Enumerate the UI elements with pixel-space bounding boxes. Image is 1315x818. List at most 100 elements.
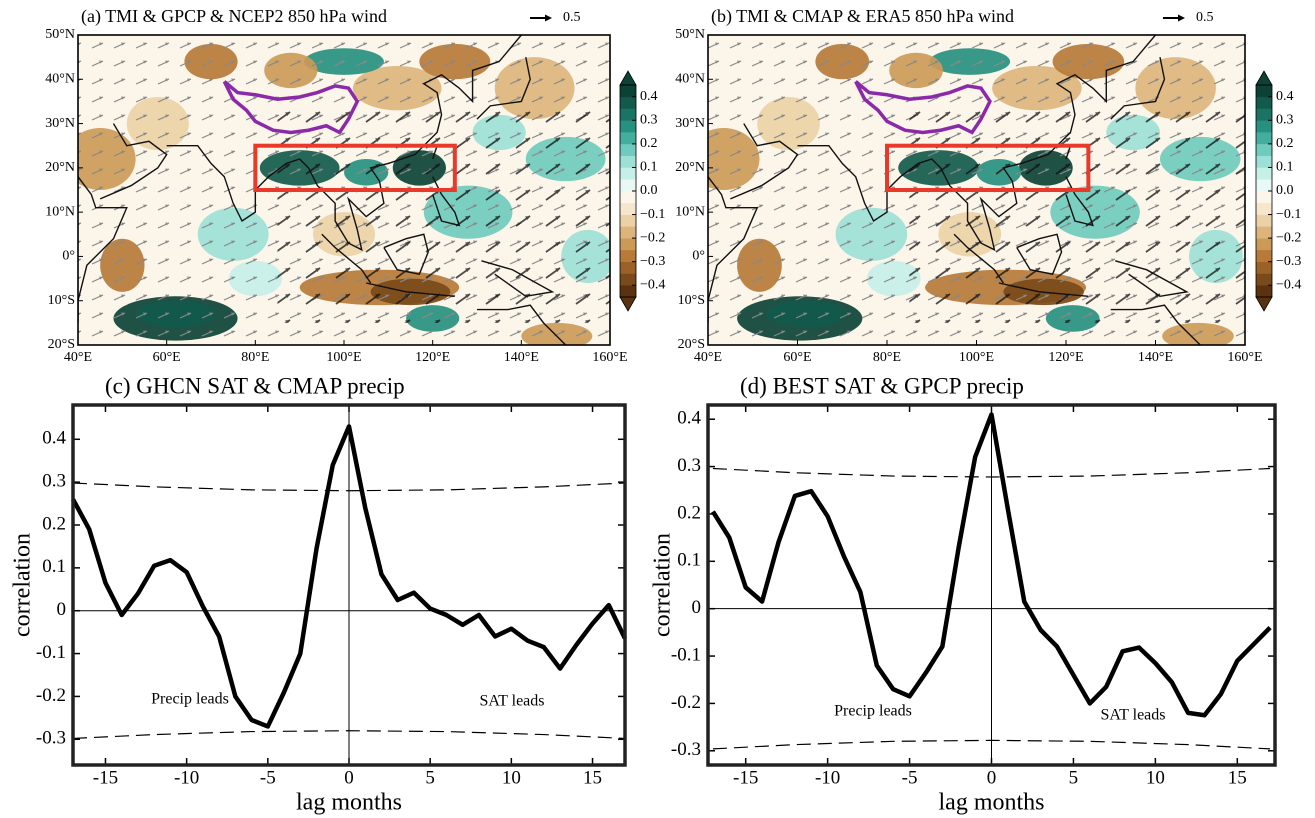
significant-wind (277, 101, 610, 323)
colorbar-band (1256, 261, 1272, 274)
wind-key-label: 0.5 (563, 10, 581, 25)
significance-upper (712, 467, 1271, 478)
colorbar-band (1256, 202, 1272, 215)
significance-lower (712, 739, 1271, 750)
colorbar-band (620, 273, 636, 286)
colorbar-label: 0.3 (640, 113, 658, 128)
y-tick-label: 0.2 (42, 513, 66, 534)
colorbar-label: 0.2 (640, 136, 658, 151)
coastline (481, 260, 555, 298)
coastline (477, 304, 567, 345)
y-tick-label: 10°N (45, 204, 75, 219)
y-tick-label: -0.3 (36, 728, 66, 749)
y-tick-label: 40°N (45, 72, 75, 87)
x-axis-label: lag months (296, 790, 402, 816)
x-tick-label: 60°E (153, 350, 181, 365)
coastline (1110, 57, 1166, 120)
wind-key-head (1178, 14, 1185, 22)
y-tick-label: 50°N (45, 27, 75, 42)
colorbar-label: −0.3 (640, 254, 665, 269)
colorbar-band (1256, 120, 1272, 133)
colorbar-label: −0.1 (1276, 207, 1301, 222)
colorbar-band (620, 108, 636, 121)
coastline (78, 175, 128, 323)
y-tick-label: 30°N (45, 116, 75, 131)
colorbar-label: 0.3 (1276, 113, 1294, 128)
colorbar-label: −0.2 (1276, 230, 1301, 245)
x-tick-label: 80°E (873, 350, 901, 365)
significant-wind (909, 101, 1245, 323)
colorbar-band (620, 155, 636, 168)
x-tick-label: 15 (583, 767, 602, 788)
coastline (1065, 145, 1072, 160)
y-tick-label: 0.2 (677, 502, 701, 523)
x-tick-label: -10 (815, 767, 840, 788)
y-tick-label: 10°S (48, 293, 75, 308)
y-tick-label: 0 (692, 597, 702, 618)
colorbar-label: −0.3 (1276, 254, 1301, 269)
y-tick-label: -0.2 (671, 692, 701, 713)
colorbar-band (620, 191, 636, 204)
colorbar-band (1256, 191, 1272, 204)
colorbar-label: −0.2 (640, 230, 665, 245)
colorbar-band (1256, 132, 1272, 145)
wind-key-label: 0.5 (1196, 10, 1214, 25)
y-tick-label: 20°S (678, 337, 705, 352)
coastline (383, 233, 429, 275)
map-title: (b) TMI & CMAP & ERA5 850 hPa wind (711, 6, 1014, 27)
y-tick-label: 0.4 (42, 428, 66, 449)
x-tick-label: -5 (902, 767, 918, 788)
x-tick-label: 5 (1069, 767, 1079, 788)
colorbar-band (620, 226, 636, 239)
y-tick-label: 0.3 (42, 471, 66, 492)
colorbar-band (620, 249, 636, 262)
y-tick-label: 40°N (675, 72, 705, 87)
coastline (998, 282, 1089, 297)
colorbar-band (1256, 143, 1272, 156)
coastline (708, 175, 759, 323)
wind-key-head (545, 14, 552, 22)
colorbar-band (1256, 214, 1272, 227)
coastline (1016, 233, 1063, 275)
colorbar-band (620, 120, 636, 133)
colorbar-band (1256, 155, 1272, 168)
y-tick-label: 0.3 (677, 455, 701, 476)
y-tick-label: 0° (62, 249, 75, 264)
annotation: SAT leads (1100, 707, 1165, 724)
annotation: Precip leads (834, 703, 912, 720)
y-tick-label: 0° (692, 249, 705, 264)
colorbar-band (620, 96, 636, 109)
y-tick-label: 0.1 (677, 550, 701, 571)
coastline (797, 35, 1157, 252)
x-tick-label: 120°E (415, 350, 450, 365)
colorbar-label: −0.4 (640, 277, 665, 292)
x-tick-label: 140°E (1138, 350, 1173, 365)
x-axis-label: lag months (939, 790, 1045, 816)
colorbar-band (1256, 285, 1272, 298)
colorbar-label: 0.1 (1276, 160, 1294, 175)
colorbar-label: 0.0 (1276, 183, 1294, 198)
colorbar-band (1256, 226, 1272, 239)
colorbar-band (620, 179, 636, 192)
x-tick-label: -15 (733, 767, 758, 788)
colorbar-band (620, 202, 636, 215)
x-tick-label: 10 (1146, 767, 1165, 788)
colorbar-band (1256, 108, 1272, 121)
x-tick-label: 60°E (783, 350, 811, 365)
colorbar-band (620, 167, 636, 180)
x-tick-label: 5 (425, 767, 435, 788)
colorbar-label: 0.4 (1276, 89, 1294, 104)
annotation: SAT leads (479, 693, 544, 710)
x-tick-label: -5 (260, 767, 276, 788)
x-tick-label: -15 (93, 767, 118, 788)
axes-frame (706, 403, 1277, 767)
annotation: Precip leads (151, 691, 229, 708)
y-tick-label: 50°N (675, 27, 705, 42)
colorbar-band (1256, 85, 1272, 98)
significance-upper (72, 482, 626, 492)
x-tick-label: 0 (987, 767, 997, 788)
colorbar-label: 0.1 (640, 160, 658, 175)
y-tick-label: 0.1 (42, 556, 66, 577)
y-axis-label: correlation (650, 533, 676, 637)
